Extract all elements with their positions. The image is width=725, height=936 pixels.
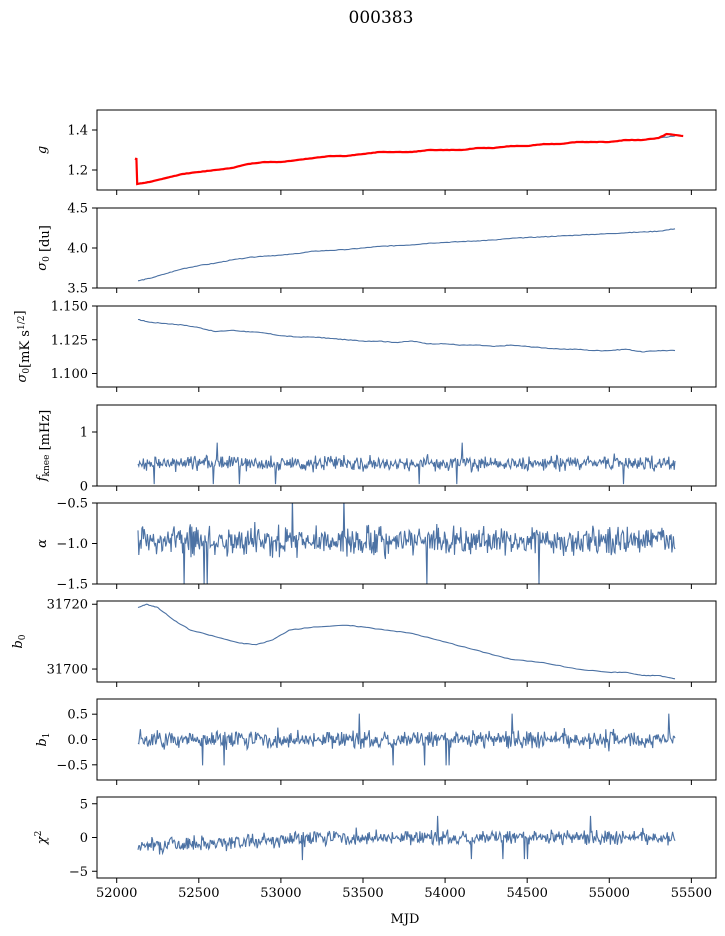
plot-frame [96, 600, 717, 683]
panel-5: −1.5 −1.0 −0.5 α [35, 497, 717, 593]
y-axis-label: g [35, 146, 50, 154]
y-tick-label: −1.5 [56, 578, 88, 593]
panel-8: −5 0 5 52000 52500 53000 53500 54000 54500 55000 5… [34, 796, 717, 901]
x-tick-label: 53000 [260, 886, 301, 901]
series-line-1 [137, 228, 676, 282]
x-tick-label: 53500 [342, 886, 383, 901]
y-tick-label: 1.125 [51, 333, 88, 348]
series-line-1 [137, 815, 676, 861]
plot-frame [96, 305, 717, 388]
y-axis-label: α [35, 539, 50, 548]
x-tick-label: 52000 [96, 886, 137, 901]
y-tick-label: −5 [69, 865, 88, 880]
series-line-1 [137, 318, 676, 353]
panel-2: 3.5 4.0 4.5 σ0 [du] [35, 202, 717, 297]
y-tick-label: 1.4 [67, 124, 88, 139]
panel-3: 1.100 1.125 1.150 σ0[mK s1/2] [13, 300, 717, 392]
panel-6: 31700 31720 b0 [11, 598, 717, 687]
plot-frame [96, 404, 717, 487]
y-tick-label: 0 [80, 831, 88, 846]
panel-1: 1.2 1.4 g [35, 109, 717, 195]
y-tick-label: 5 [80, 797, 88, 812]
x-axis-label: MJD [391, 912, 420, 927]
series-line-1 [137, 442, 676, 485]
y-tick-label: 1.100 [51, 367, 88, 382]
y-tick-label: 0 [80, 480, 88, 495]
plot-frame [96, 207, 717, 289]
y-axis-label: b1 [35, 732, 52, 746]
y-tick-label: −1.0 [56, 537, 88, 552]
x-tick-label: 54500 [507, 886, 548, 901]
y-tick-label: 31700 [47, 663, 88, 678]
y-tick-label: 3.5 [67, 282, 88, 297]
y-axis-label: σ0[mK s1/2] [13, 310, 33, 382]
y-axis-label: σ0 [du] [35, 225, 53, 271]
series-line-1 [137, 503, 676, 584]
y-axis-label: fknee [mHz] [35, 410, 53, 483]
x-tick-label: 55500 [671, 886, 712, 901]
panels: 1.2 1.4 g 3.5 4.0 4.5 σ0 [du] 1.100 1.125 1.150 σ0… [11, 109, 717, 901]
series-line-1 [136, 135, 676, 185]
series-line-1 [137, 713, 676, 766]
series-line-2 [134, 132, 684, 186]
y-tick-label: −0.5 [56, 497, 88, 512]
figure-title: 000383 [349, 8, 414, 28]
y-tick-label: 4.5 [67, 202, 88, 217]
y-tick-label: 31720 [47, 598, 88, 613]
y-tick-label: 4.0 [67, 242, 88, 257]
x-tick-label: 54000 [424, 886, 465, 901]
panel-4: 0 1 fknee [mHz] [35, 404, 717, 495]
x-tick-label: 55000 [589, 886, 630, 901]
y-axis-label: b0 [11, 634, 28, 648]
panel-7: −0.5 0.0 0.5 b1 [35, 698, 717, 785]
y-tick-label: 0.0 [67, 733, 88, 748]
y-tick-label: 1 [80, 426, 88, 441]
plot-frame [96, 109, 717, 191]
y-tick-label: 0.5 [67, 708, 88, 723]
y-tick-label: −0.5 [56, 758, 88, 773]
y-tick-label: 1.2 [67, 164, 88, 179]
series-line-1 [137, 603, 676, 680]
x-tick-label: 52500 [178, 886, 219, 901]
y-tick-label: 1.150 [51, 300, 88, 315]
y-axis-label: χ2 [34, 831, 50, 846]
